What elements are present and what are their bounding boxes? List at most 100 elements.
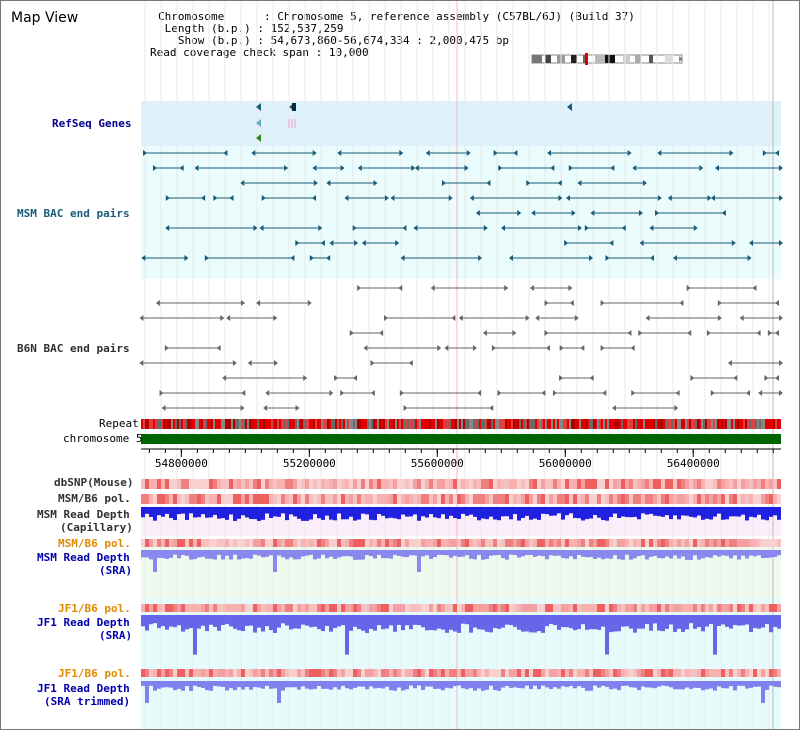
jf1-depth-sra-bar <box>481 615 485 630</box>
msm-depth-capillary-label[interactable]: MSM Read Depth <box>37 508 130 521</box>
msm-pol-cell <box>269 494 273 504</box>
msm-b6-pol-label-2[interactable]: MSM/B6 pol. <box>58 537 131 550</box>
msm-bac-track-label[interactable]: MSM BAC end pairs <box>17 207 130 220</box>
repeat-segment <box>773 419 775 429</box>
dbsnp-cell <box>261 479 265 489</box>
msm-pol-cell <box>165 494 169 504</box>
jf1-depth-sra-bar <box>225 615 229 624</box>
jf1-b6-pol-label-2[interactable]: JF1/B6 pol. <box>58 667 131 680</box>
jf1-depth-sra-bar <box>201 615 205 626</box>
jf1-pol-cell <box>285 604 289 612</box>
dbsnp-cell <box>405 479 409 489</box>
msm-pol2-cell <box>473 539 477 547</box>
repeat-segment <box>323 419 325 429</box>
jf1-pol-cell <box>341 604 345 612</box>
repeat-segment <box>479 419 481 429</box>
msm-depth-sra-label[interactable]: MSM Read Depth <box>37 551 130 564</box>
msm-pol-cell <box>753 494 757 504</box>
msm-b6-pol-label[interactable]: MSM/B6 pol. <box>58 492 131 505</box>
msm-depth-cap-bar <box>473 507 477 517</box>
jf1-pol-cell <box>397 604 401 612</box>
msm-depth-sra-bar <box>265 550 269 557</box>
jf1-pol-cell <box>613 604 617 612</box>
repeat-segment <box>549 419 551 429</box>
b6n-bac-pair-end <box>357 285 362 291</box>
msm-depth-sra-bar <box>513 550 517 556</box>
msm-depth-sra-bar <box>745 550 749 559</box>
jf1-pol2-cell <box>701 669 705 677</box>
msm-depth-sra-bar <box>741 550 745 556</box>
repeat-segment <box>735 419 737 429</box>
msm-pol-cell <box>669 494 673 504</box>
jf1-depth-trim-bar <box>169 681 173 688</box>
repeat-segment <box>423 419 425 429</box>
refseq-track-label[interactable]: RefSeq Genes <box>52 117 132 130</box>
msm-depth-sra-bar <box>573 550 577 560</box>
b6n-bac-pair-end <box>408 360 413 366</box>
repeat-segment <box>141 419 143 429</box>
jf1-pol2-cell <box>669 669 673 677</box>
jf1-depth-sra-bar <box>189 615 193 629</box>
msm-depth-sra-bar <box>557 550 561 556</box>
msm-bac-pair-end <box>201 195 206 201</box>
msm-bac-pair-end <box>649 225 654 231</box>
msm-bac-pair-end <box>361 240 366 246</box>
msm-depth-sra-bar <box>349 550 353 557</box>
jf1-pol2-cell <box>533 669 537 677</box>
msm-pol2-cell <box>553 539 557 547</box>
repeat-track-label[interactable]: Repeat <box>99 417 139 430</box>
jf1-depth-trim-bar <box>141 681 145 686</box>
repeat-segment <box>239 419 241 429</box>
msm-bac-pair-end <box>311 195 316 201</box>
jf1-pol-cell <box>529 604 533 612</box>
dbsnp-cell <box>629 479 633 489</box>
jf1-pol-cell <box>745 604 749 612</box>
jf1-depth-trimmed-label[interactable]: JF1 Read Depth <box>37 682 130 695</box>
repeat-segment <box>389 419 391 429</box>
jf1-pol2-cell <box>221 669 225 677</box>
repeat-segment <box>211 419 213 429</box>
repeat-segment <box>313 419 315 429</box>
jf1-pol-cell <box>289 604 293 612</box>
jf1-depth-trim-bar <box>177 681 181 689</box>
jf1-pol-cell <box>445 604 449 612</box>
b6n-bac-pair-end <box>399 390 404 396</box>
jf1-pol-cell <box>253 604 257 612</box>
msm-depth-sra-bar <box>477 550 481 555</box>
jf1-depth-sra-label[interactable]: JF1 Read Depth <box>37 616 130 629</box>
msm-depth-sra-bar <box>593 550 597 560</box>
msm-pol-cell <box>617 494 621 504</box>
repeat-segment <box>351 419 353 429</box>
msm-depth-sra-bar <box>305 550 309 556</box>
repeat-segment <box>751 419 753 429</box>
jf1-b6-pol-label[interactable]: JF1/B6 pol. <box>58 602 131 615</box>
b6n-bac-track-label[interactable]: B6N BAC end pairs <box>17 342 130 355</box>
chromosome-track-label[interactable]: chromosome 5 <box>63 432 143 445</box>
msm-pol-cell <box>521 494 525 504</box>
jf1-pol2-cell <box>273 669 277 677</box>
dbsnp-track-label[interactable]: dbSNP(Mouse) <box>54 476 134 489</box>
b6n-bac-pair-end <box>247 360 252 366</box>
jf1-pol2-cell <box>289 669 293 677</box>
msm-depth-cap-bar <box>729 507 733 517</box>
msm-bac-pair-end <box>693 225 698 231</box>
msm-depth-cap-bar <box>757 507 761 515</box>
msm-depth-sra-bar <box>209 550 213 559</box>
msm-pol-cell <box>297 494 301 504</box>
repeat-segment <box>595 419 597 429</box>
b6n-bac-pair-end <box>155 300 160 306</box>
jf1-depth-trim-bar <box>277 681 281 703</box>
jf1-pol2-cell <box>713 669 717 677</box>
dbsnp-cell <box>545 479 549 489</box>
jf1-pol2-cell <box>517 669 521 677</box>
repeat-segment <box>637 419 639 429</box>
jf1-pol2-cell <box>197 669 201 677</box>
msm-pol2-cell <box>545 539 549 547</box>
jf1-depth-sra-bar <box>361 615 365 631</box>
msm-pol-cell <box>745 494 749 504</box>
jf1-depth-sra-bar <box>229 615 233 627</box>
jf1-depth-trim-bar <box>441 681 445 691</box>
jf1-depth-trim-bar <box>261 681 265 689</box>
jf1-depth-trim-bar <box>225 681 229 691</box>
msm-depth-cap-bar <box>141 507 145 518</box>
